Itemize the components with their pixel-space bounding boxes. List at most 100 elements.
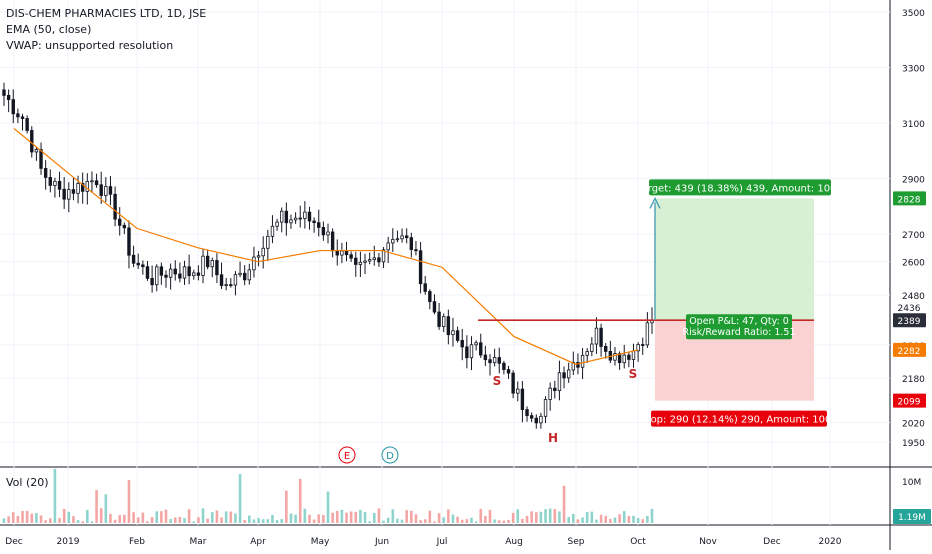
volume-bar — [113, 519, 117, 523]
volume-bar — [511, 512, 515, 523]
volume-bar — [308, 514, 311, 523]
volume-bar — [285, 490, 288, 523]
volume-bar — [405, 510, 408, 523]
candle-body — [242, 272, 247, 281]
volume-bar — [183, 518, 186, 523]
candle-body — [159, 266, 164, 276]
volume-bar — [99, 508, 103, 523]
volume-bar — [248, 515, 251, 523]
x-tick-label: Jun — [374, 537, 389, 547]
volume-bar — [567, 516, 570, 523]
candle-body — [71, 189, 76, 194]
dividend-marker[interactable]: D — [386, 451, 394, 462]
volume-bar — [261, 519, 265, 523]
candle-body — [428, 291, 432, 303]
candle-body — [525, 409, 529, 417]
volume-bar — [280, 519, 284, 523]
candle-body — [39, 149, 43, 169]
candle-body — [224, 284, 228, 287]
candle-body — [645, 322, 650, 346]
candle-body — [219, 274, 224, 286]
volume-bar — [548, 508, 552, 523]
x-tick-label: Mar — [190, 537, 207, 547]
volume-bar — [521, 518, 524, 523]
volume-bar — [613, 517, 617, 523]
candle-body — [164, 274, 168, 278]
volume-bar — [525, 515, 529, 523]
volume-bar — [210, 512, 214, 523]
x-tick-label: Apr — [250, 537, 266, 547]
candle-body — [446, 316, 451, 336]
candle-body — [30, 130, 34, 153]
candle-body — [414, 249, 418, 252]
candle-body — [182, 266, 187, 279]
volume-bar — [646, 515, 649, 523]
candle-body — [67, 189, 71, 200]
candle-body — [48, 177, 52, 186]
volume-bar — [470, 517, 473, 523]
y-tick-label: 1950 — [902, 439, 925, 449]
volume-bar — [104, 494, 108, 523]
candle-body — [196, 272, 201, 276]
volume-bar — [488, 509, 492, 523]
earnings-marker[interactable]: E — [344, 451, 350, 462]
volume-bar — [21, 510, 24, 523]
y-tick-label: 2480 — [902, 292, 925, 302]
volume-legend[interactable]: Vol (20) — [6, 476, 49, 489]
candle-body — [307, 211, 312, 222]
candle-body — [465, 346, 469, 359]
candle-body — [562, 372, 566, 379]
volume-bar — [252, 519, 256, 523]
volume-bar — [599, 514, 603, 523]
candle-body — [330, 231, 335, 252]
candle-body — [201, 255, 205, 276]
arrow-head — [649, 196, 661, 209]
position-zones — [655, 198, 814, 401]
x-tick-label: 2019 — [57, 537, 80, 547]
candle-body — [266, 235, 270, 249]
volume-bar — [349, 511, 353, 523]
volume-bar — [35, 513, 38, 523]
volume-bar — [502, 520, 506, 523]
ema-legend[interactable]: EMA (50, close) — [6, 23, 92, 36]
volume-bar — [118, 515, 122, 523]
x-tick-label: Sep — [568, 537, 585, 547]
candle-body — [210, 260, 214, 268]
volume-bar — [16, 515, 20, 523]
target-label: Target: 439 (18.38%) 439, Amount: 1000 — [636, 183, 843, 194]
candle-body — [168, 268, 173, 278]
volume-bar — [428, 510, 432, 523]
volume-bar — [576, 519, 580, 523]
candle-body — [451, 330, 455, 336]
volume-bar — [123, 514, 126, 523]
volume-bar — [206, 518, 209, 523]
last-price-badge: 2389 — [898, 317, 921, 327]
vwap-legend[interactable]: VWAP: unsupported resolution — [6, 39, 174, 52]
volume-bar — [326, 491, 330, 523]
volume-bar — [474, 521, 478, 523]
candle-body — [155, 266, 159, 286]
volume-bar — [372, 512, 376, 523]
candle-body — [2, 89, 6, 96]
candle-body — [386, 242, 390, 251]
candle-body — [442, 316, 446, 327]
candle-body — [377, 257, 381, 263]
stop-label: Stop: 290 (12.14%) 290, Amount: 1000 — [640, 415, 837, 426]
candle-body — [118, 218, 122, 226]
volume-bar — [465, 519, 469, 523]
volume-bar — [396, 518, 399, 523]
dividend-marker-circle — [381, 446, 399, 464]
y-tick-label: 2020 — [902, 420, 925, 430]
volume-bar — [622, 511, 626, 523]
overlay-layer: Target: 439 (18.38%) 439, Amount: 1000 St… — [338, 179, 843, 464]
candle-body — [391, 239, 395, 244]
x-tick-label: 2020 — [819, 537, 842, 547]
volume-bar — [335, 510, 339, 523]
volume-bar — [322, 515, 325, 523]
candle-body — [437, 311, 441, 327]
candle-body — [594, 327, 599, 345]
volume-bar — [585, 512, 589, 523]
volume-bar — [220, 517, 223, 523]
symbol-title[interactable]: DIS-CHEM PHARMACIES LTD, 1D, JSE — [6, 7, 207, 20]
earnings-marker-circle — [338, 446, 356, 464]
